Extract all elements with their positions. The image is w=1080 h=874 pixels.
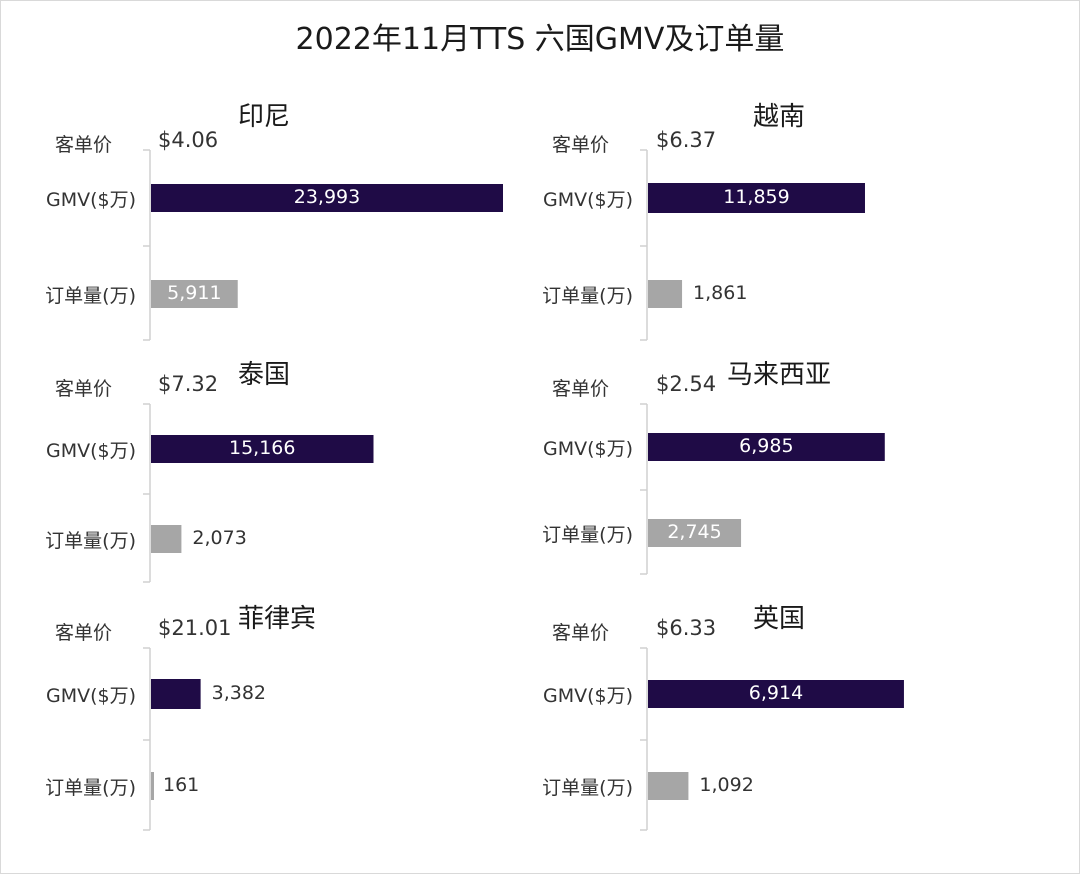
panel-3-tick-label-1: 订单量(万) <box>542 524 633 546</box>
panel-5-unit-price: $6.33 <box>656 616 717 640</box>
panel-5-bar-gmv <box>648 680 904 708</box>
panel-1-axis <box>640 149 648 341</box>
panel-1-unit-price-label: 客单价 <box>551 134 609 156</box>
panel-2-bar-gmv <box>151 435 374 463</box>
panel-2-unit-price-label: 客单价 <box>54 378 112 400</box>
panel-1-tick-label-0: GMV($万) <box>542 189 633 211</box>
panel-5-bar-orders <box>648 772 689 800</box>
panel-3-value-label-0: 6,985 <box>739 435 794 457</box>
panel-4-unit-price: $21.01 <box>158 616 232 640</box>
panel-1-bar-orders <box>648 280 683 308</box>
panel-0-bar-orders <box>151 280 238 308</box>
panel-5-tick-label-0: GMV($万) <box>542 685 633 707</box>
panel-4-unit-price-label: 客单价 <box>54 622 112 644</box>
panel-1-value-label-0: 11,859 <box>723 186 790 208</box>
chart-title: 2022年11月TTS 六国GMV及订单量 <box>295 22 785 57</box>
panel-1-unit-price: $6.37 <box>656 128 717 152</box>
panel-2-axis <box>143 403 151 583</box>
panel-2-tick-label-1: 订单量(万) <box>45 530 136 552</box>
panel-4-axis <box>143 647 151 831</box>
panel-5-unit-price-label: 客单价 <box>551 622 609 644</box>
panel-3-tick-label-0: GMV($万) <box>542 438 633 460</box>
panel-0-value-label-1: 5,911 <box>167 282 222 304</box>
panel-3-bar-gmv <box>648 433 885 461</box>
panel-0-unit-price: $4.06 <box>158 128 219 152</box>
panel-2-tick-label-0: GMV($万) <box>45 440 136 462</box>
panel-2-bar-orders <box>151 525 182 553</box>
panel-0-value-label-0: 23,993 <box>293 186 361 208</box>
panel-5-title: 英国 <box>753 604 806 634</box>
panel-4-bar-gmv <box>151 679 201 709</box>
panel-5-value-label-0: 6,914 <box>748 682 804 704</box>
panel-1-value-label-1: 1,861 <box>693 282 748 304</box>
panel-2-unit-price: $7.32 <box>158 372 219 396</box>
panel-3-unit-price-label: 客单价 <box>551 378 609 400</box>
panel-1-title: 越南 <box>753 102 806 132</box>
panel-0-title: 印尼 <box>238 102 291 132</box>
panel-3-bar-orders <box>648 519 742 547</box>
panel-0-bar-gmv <box>151 184 503 212</box>
panel-5-tick-label-1: 订单量(万) <box>542 777 633 799</box>
panel-4-value-label-1: 161 <box>163 774 200 796</box>
panel-4-bar-orders <box>151 772 154 800</box>
panel-2-value-label-1: 2,073 <box>192 527 247 549</box>
panel-3-value-label-1: 2,745 <box>667 521 722 543</box>
panel-1-tick-label-1: 订单量(万) <box>542 285 633 307</box>
panel-0-unit-price-label: 客单价 <box>54 134 112 156</box>
panel-0-tick-label-1: 订单量(万) <box>45 285 136 307</box>
panel-4-title: 菲律宾 <box>238 604 317 634</box>
panel-5-axis <box>640 647 648 831</box>
panel-0-tick-label-0: GMV($万) <box>45 189 136 211</box>
panel-3-unit-price: $2.54 <box>656 372 717 396</box>
panel-1-bar-gmv <box>648 183 865 213</box>
panel-2-value-label-0: 15,166 <box>229 437 296 459</box>
panel-3-title: 马来西亚 <box>727 360 832 390</box>
panel-5-value-label-1: 1,092 <box>699 774 754 796</box>
panel-4-value-label-0: 3,382 <box>211 682 267 704</box>
panel-4-tick-label-0: GMV($万) <box>45 685 136 707</box>
panel-0-axis <box>143 149 151 341</box>
panel-3-axis <box>640 403 648 575</box>
panel-2-title: 泰国 <box>238 360 291 390</box>
panel-4-tick-label-1: 订单量(万) <box>45 777 136 799</box>
